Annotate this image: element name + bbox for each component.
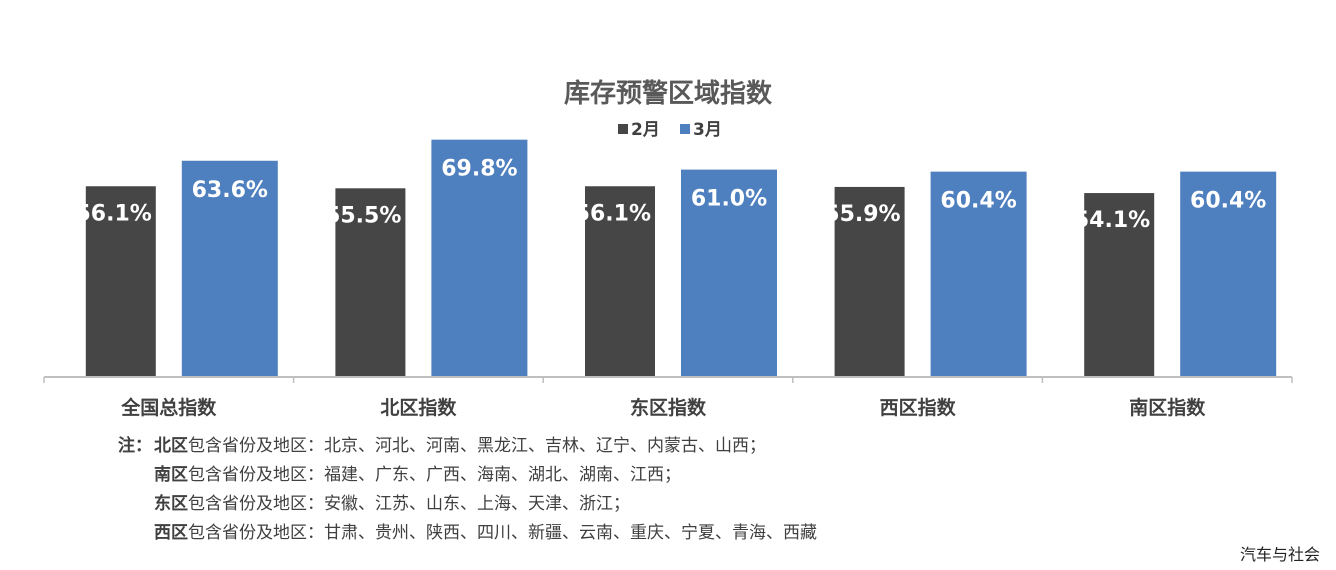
note-text-east: 包含省份及地区：安徽、江苏、山东、上海、天津、浙江； bbox=[188, 494, 630, 514]
bar-mar-1 bbox=[431, 139, 528, 377]
data-label-mar-3: 60.4% bbox=[940, 189, 1016, 214]
note-line-south: 南区包含省份及地区：福建、广东、广西、海南、湖北、湖南、江西； bbox=[118, 461, 817, 490]
bar-mar-3 bbox=[930, 171, 1027, 377]
note-line-north: 注： 北区包含省份及地区：北京、河北、河南、黑龙江、吉林、辽宁、内蒙古、山西； bbox=[118, 432, 817, 461]
data-label-mar-2: 61.0% bbox=[691, 187, 767, 212]
note-region-west: 西区 bbox=[154, 523, 188, 543]
data-label-feb-0: 56.1% bbox=[75, 201, 151, 226]
note-line-east: 东区包含省份及地区：安徽、江苏、山东、上海、天津、浙江； bbox=[118, 490, 817, 519]
legend-label-feb: 2月 bbox=[631, 120, 660, 140]
bar-feb-1 bbox=[335, 188, 406, 377]
note-line-west: 西区包含省份及地区：甘肃、贵州、陕西、四川、新疆、云南、重庆、宁夏、青海、西藏 bbox=[118, 519, 817, 548]
bar-feb-3 bbox=[834, 186, 905, 377]
data-label-feb-2: 56.1% bbox=[575, 201, 651, 226]
watermark: 汽车与社会 bbox=[1239, 545, 1320, 564]
notes-block: 注： 北区包含省份及地区：北京、河北、河南、黑龙江、吉林、辽宁、内蒙古、山西； 南… bbox=[118, 432, 817, 548]
category-label-1: 北区指数 bbox=[380, 396, 457, 419]
x-axis: 全国总指数 北区指数 东区指数 西区指数 南区指数 bbox=[43, 376, 1293, 419]
category-label-4: 南区指数 bbox=[1129, 396, 1206, 419]
bar-mar-0 bbox=[181, 160, 278, 377]
category-label-3: 西区指数 bbox=[880, 396, 957, 419]
legend-swatch-mar bbox=[680, 124, 690, 134]
category-label-0: 全国总指数 bbox=[120, 396, 217, 419]
data-label-mar-0: 63.6% bbox=[192, 178, 268, 203]
note-prefix: 注： bbox=[118, 436, 152, 456]
data-label-mar-4: 60.4% bbox=[1190, 189, 1266, 214]
note-region-south: 南区 bbox=[154, 465, 188, 485]
data-label-feb-1: 55.5% bbox=[325, 203, 401, 228]
bar-feb-4 bbox=[1084, 193, 1155, 377]
bar-mar-2 bbox=[681, 169, 777, 377]
bar-mar-4 bbox=[1180, 171, 1277, 377]
chart-title: 库存预警区域指数 bbox=[564, 78, 773, 109]
data-label-feb-3: 55.9% bbox=[824, 202, 900, 227]
legend: 2月 3月 bbox=[618, 120, 722, 140]
bars-group: 56.1% 63.6% 55.5% 69.8% 56.1% 61.0% 55.9% 60.4%… bbox=[75, 139, 1277, 377]
legend-swatch-feb bbox=[618, 124, 628, 134]
note-text-west: 包含省份及地区：甘肃、贵州、陕西、四川、新疆、云南、重庆、宁夏、青海、西藏 bbox=[188, 523, 817, 543]
data-label-mar-1: 69.8% bbox=[441, 157, 517, 182]
data-label-feb-4: 54.1% bbox=[1074, 208, 1150, 233]
note-region-east: 东区 bbox=[154, 494, 188, 514]
note-text-south: 包含省份及地区：福建、广东、广西、海南、湖北、湖南、江西； bbox=[188, 465, 681, 485]
category-label-2: 东区指数 bbox=[630, 396, 707, 419]
note-region-north: 北区 bbox=[154, 436, 188, 456]
bar-feb-2 bbox=[585, 186, 655, 377]
legend-label-mar: 3月 bbox=[693, 120, 722, 140]
note-text-north: 包含省份及地区：北京、河北、河南、黑龙江、吉林、辽宁、内蒙古、山西； bbox=[188, 436, 766, 456]
bar-feb-0 bbox=[85, 186, 156, 377]
